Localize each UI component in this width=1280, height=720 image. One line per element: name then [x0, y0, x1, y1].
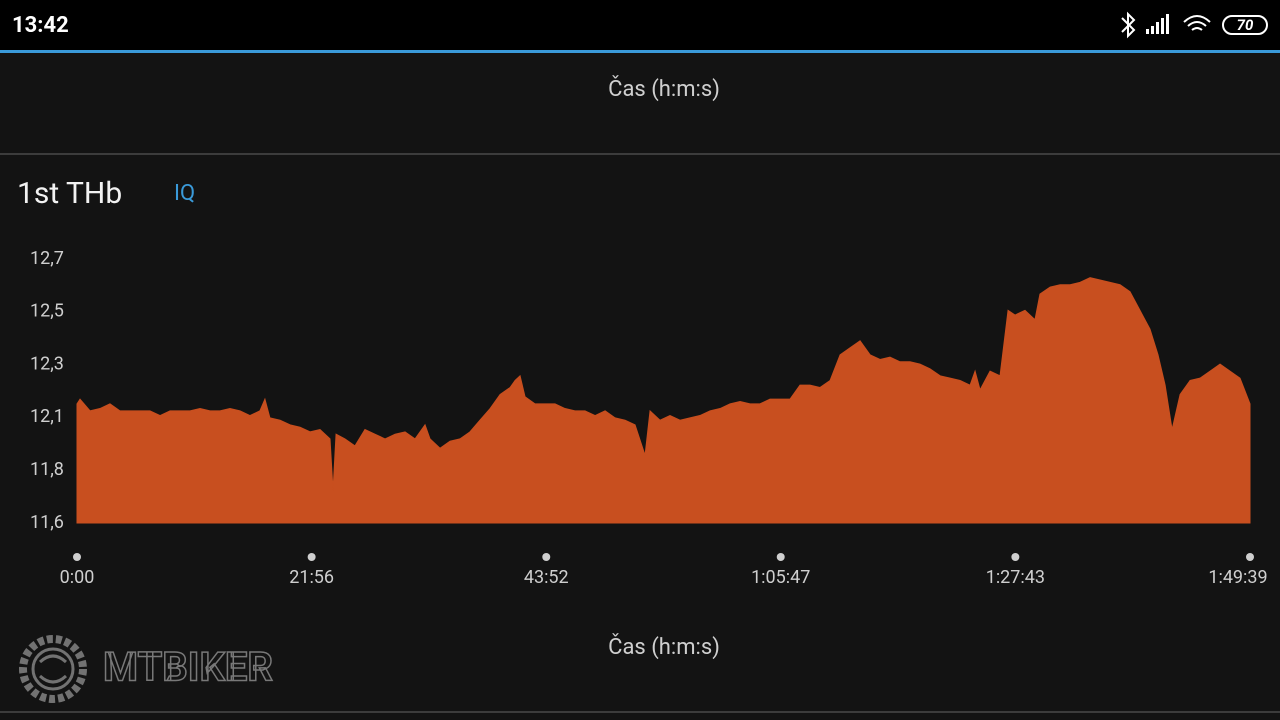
y-tick-label: 11,6	[30, 512, 64, 533]
x-tick-label: 1:49:39	[1208, 567, 1267, 588]
signal-icon	[1146, 14, 1169, 34]
battery-level: 70	[1237, 16, 1254, 34]
x-tick-label: 21:56	[289, 567, 334, 588]
x-axis-label: Čas (h:m:s)	[608, 633, 720, 660]
separator	[0, 153, 1280, 155]
area	[76, 277, 1251, 524]
y-tick-label: 12,7	[30, 248, 64, 269]
axis-label: Čas (h:m:s)	[608, 75, 720, 102]
bottom-separator	[0, 711, 1280, 713]
watermark: MTBIKER	[103, 644, 273, 691]
bluetooth-icon	[1121, 11, 1136, 39]
clock: 13:42	[12, 13, 69, 38]
x-tick-mark	[1011, 553, 1020, 561]
y-tick-label: 12,1	[30, 406, 64, 427]
wifi-icon	[1183, 15, 1211, 31]
y-tick-label: 11,8	[30, 459, 64, 480]
x-tick-mark	[307, 553, 316, 561]
x-tick-label: 1:27:43	[986, 567, 1045, 588]
status-bar	[0, 0, 1280, 50]
iq-badge[interactable]: IQ	[174, 181, 195, 206]
battery-icon	[1222, 15, 1268, 35]
x-tick-mark	[542, 553, 551, 561]
x-tick-label: 0:00	[60, 567, 95, 588]
x-tick-mark	[1246, 553, 1254, 561]
x-tick-mark	[73, 553, 81, 561]
accent-line	[0, 50, 1280, 53]
x-tick-label: 43:52	[524, 567, 569, 588]
x-tick-mark	[776, 553, 785, 561]
y-tick-label: 12,3	[30, 353, 64, 374]
y-tick-label: 12,5	[30, 301, 64, 322]
status-icons	[1121, 11, 1268, 39]
chart-title: 1st THb	[17, 176, 122, 211]
x-tick-label: 1:05:47	[751, 567, 810, 588]
watermark-logo	[19, 635, 87, 703]
